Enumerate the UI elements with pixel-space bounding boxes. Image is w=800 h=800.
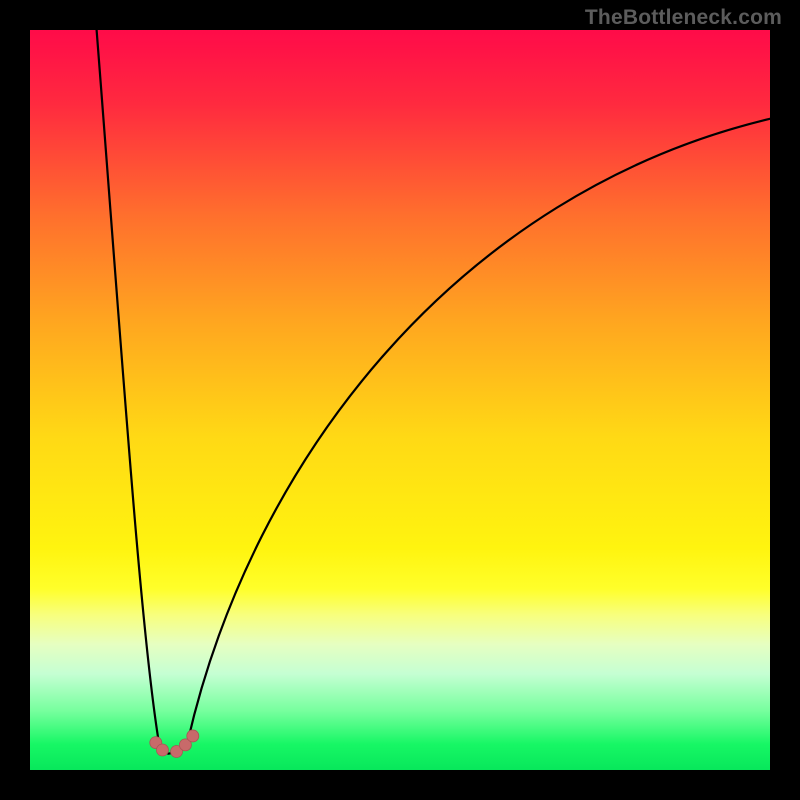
chart-frame: TheBottleneck.com xyxy=(0,0,800,800)
data-marker xyxy=(187,730,199,742)
chart-svg xyxy=(30,30,770,770)
gradient-background xyxy=(30,30,770,770)
watermark-text: TheBottleneck.com xyxy=(585,6,782,30)
plot-area xyxy=(30,30,770,770)
data-marker xyxy=(156,744,168,756)
